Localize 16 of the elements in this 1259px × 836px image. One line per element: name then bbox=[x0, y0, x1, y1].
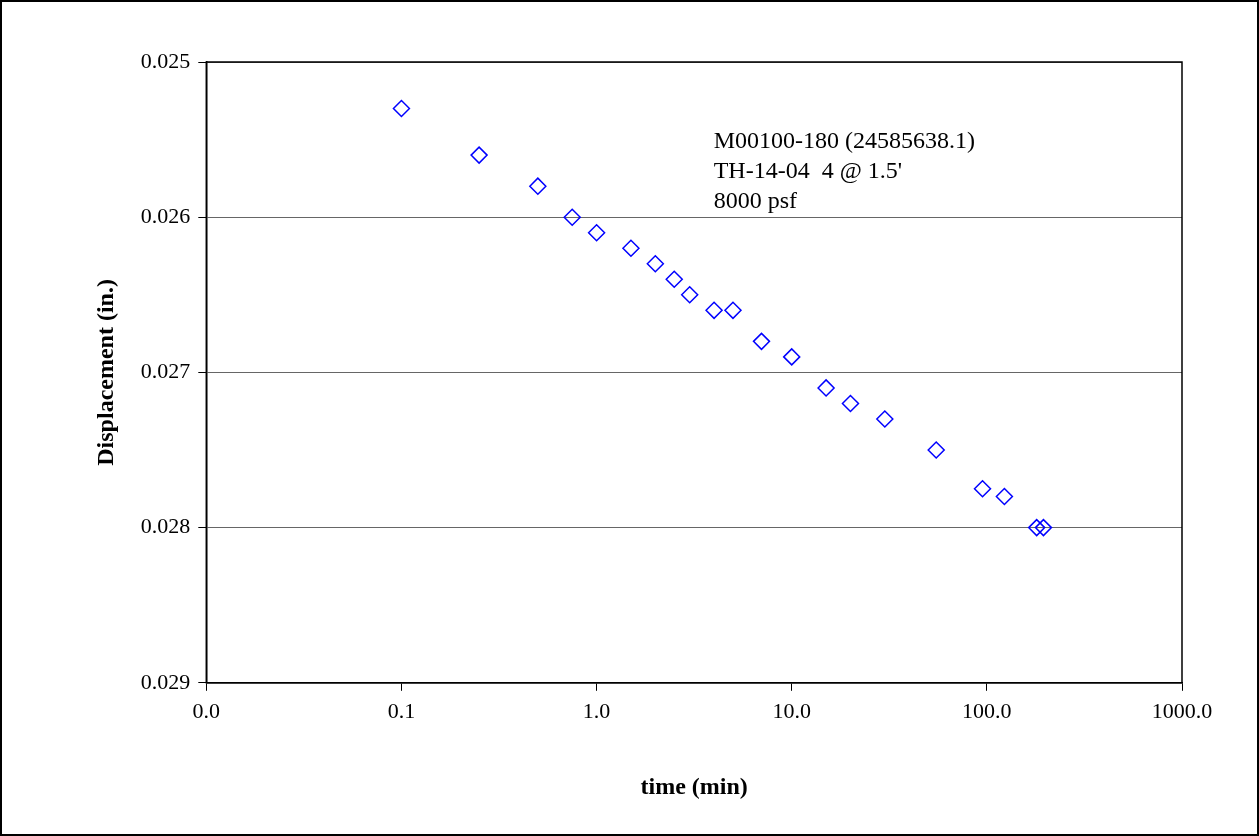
y-tick-label: 0.029 bbox=[140, 668, 191, 694]
y-axis-title: Displacement (in.) bbox=[91, 279, 118, 466]
y-tick-label: 0.027 bbox=[140, 358, 191, 384]
annotation: TH-14-04 4 @ 1.5' bbox=[713, 157, 903, 184]
x-tick-label: 1000.0 bbox=[1151, 697, 1213, 723]
y-tick-label: 0.025 bbox=[140, 47, 191, 73]
x-axis-title: time (min) bbox=[640, 772, 748, 799]
x-tick-label: 10.0 bbox=[772, 697, 811, 723]
annotation: 8000 psf bbox=[713, 187, 798, 214]
x-tick-label: 0.0 bbox=[192, 697, 221, 723]
annotation: M00100-180 (24585638.1) bbox=[713, 127, 975, 154]
x-tick-label: 0.1 bbox=[387, 697, 416, 723]
y-tick-label: 0.026 bbox=[140, 202, 191, 228]
x-tick-label: 100.0 bbox=[962, 697, 1012, 723]
x-tick-label: 1.0 bbox=[582, 697, 611, 723]
y-tick-label: 0.028 bbox=[140, 513, 191, 539]
